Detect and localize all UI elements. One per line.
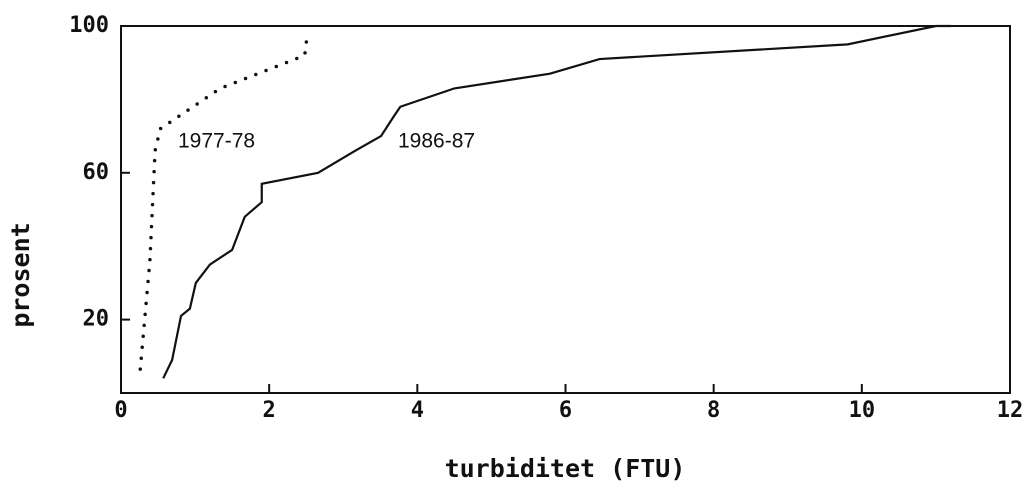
line-series bbox=[162, 24, 951, 379]
x-axis-title: turbiditet (FTU) bbox=[445, 454, 686, 483]
y-tick-label: 20 bbox=[83, 307, 110, 332]
y-tick-label: 60 bbox=[83, 160, 110, 185]
y-tick-label: 100 bbox=[69, 13, 109, 38]
x-tick-label: 4 bbox=[411, 398, 424, 423]
x-tick-label: 10 bbox=[849, 398, 876, 423]
x-tick-label: 12 bbox=[997, 398, 1024, 423]
line-series bbox=[138, 35, 309, 371]
x-tick-label: 0 bbox=[114, 398, 127, 423]
y-axis-title: prosent bbox=[6, 222, 35, 327]
series-label: 1986-87 bbox=[398, 130, 475, 153]
x-tick-label: 2 bbox=[263, 398, 276, 423]
x-tick-label: 8 bbox=[707, 398, 720, 423]
x-tick-label: 6 bbox=[559, 398, 572, 423]
series-label: 1977-78 bbox=[178, 130, 255, 153]
